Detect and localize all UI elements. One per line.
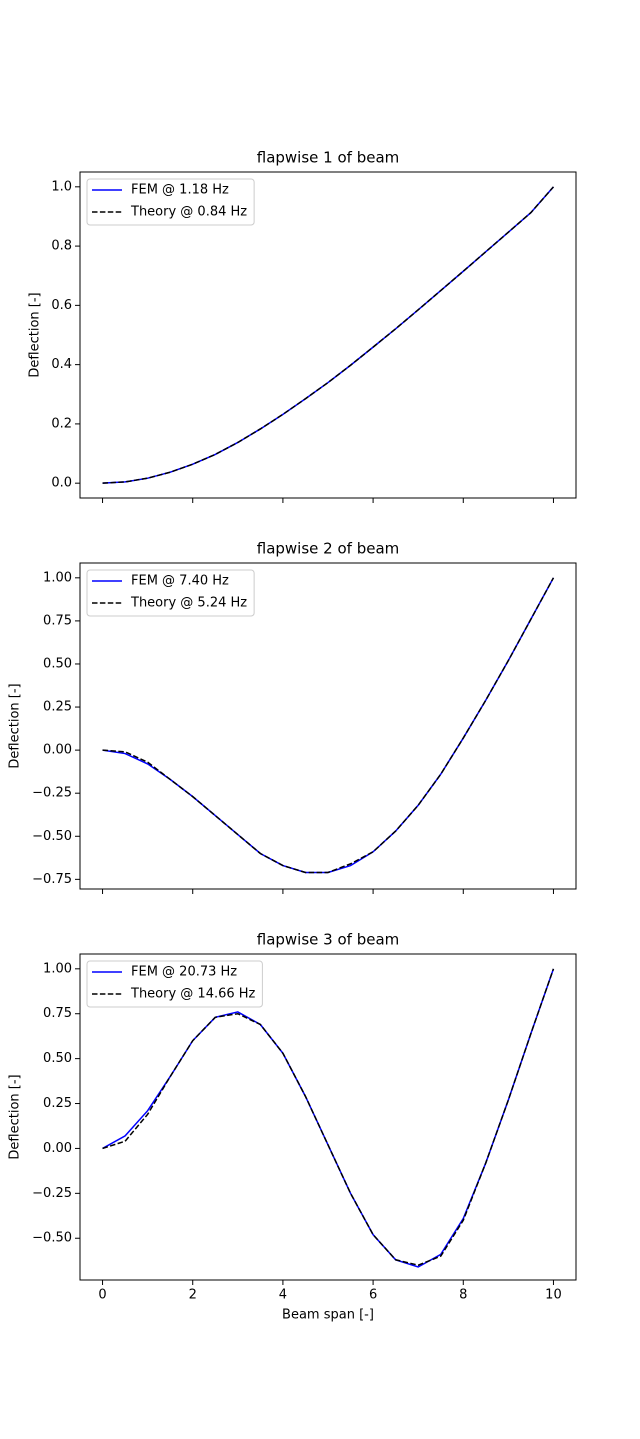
y-axis-label: Deflection [-] xyxy=(8,683,23,768)
series-line xyxy=(102,577,555,874)
y-tick-label: −0.75 xyxy=(32,872,72,887)
x-tick-label: 10 xyxy=(545,1288,562,1303)
legend-label: Theory @ 5.24 Hz xyxy=(130,596,247,611)
x-tick-label: 8 xyxy=(459,1288,467,1303)
x-tick-label: 6 xyxy=(369,1288,377,1303)
y-tick-label: −0.50 xyxy=(32,1231,72,1246)
x-axis-label: Beam span [-] xyxy=(282,1308,374,1323)
y-tick-label: 0.00 xyxy=(43,1141,72,1156)
legend-label: Theory @ 0.84 Hz xyxy=(130,205,247,220)
y-tick-label: −0.50 xyxy=(32,829,72,844)
legend-frame xyxy=(86,178,255,226)
legend-label: FEM @ 20.73 Hz xyxy=(131,965,237,980)
legend-label: FEM @ 1.18 Hz xyxy=(131,183,229,198)
plot-frame xyxy=(79,953,577,1281)
y-tick-label: 1.0 xyxy=(51,179,72,194)
x-tick-label: 2 xyxy=(189,1288,197,1303)
y-axis-label: Deflection [-] xyxy=(28,292,43,377)
y-tick-label: 0.2 xyxy=(51,416,72,431)
y-tick-label: 0.25 xyxy=(43,700,72,715)
plot-frame xyxy=(79,562,577,890)
series-line xyxy=(102,968,555,1266)
y-tick-label: 0.50 xyxy=(43,1051,72,1066)
y-tick-label: 0.0 xyxy=(51,476,72,491)
y-tick-label: 0.25 xyxy=(43,1096,72,1111)
legend-label: FEM @ 7.40 Hz xyxy=(131,574,229,589)
series-line xyxy=(102,186,555,484)
y-tick-label: 1.00 xyxy=(43,961,72,976)
series-line xyxy=(102,968,555,1268)
y-tick-label: 0.6 xyxy=(51,298,72,313)
legend: FEM @ 20.73 Hz Theory @ 14.66 Hz xyxy=(86,960,263,1008)
y-tick-label: 0.8 xyxy=(51,239,72,254)
legend: FEM @ 1.18 Hz Theory @ 0.84 Hz xyxy=(86,178,255,226)
y-tick-label: −0.25 xyxy=(32,1186,72,1201)
legend: FEM @ 7.40 Hz Theory @ 5.24 Hz xyxy=(86,569,255,617)
chart-title: flapwise 2 of beam xyxy=(257,540,400,558)
y-tick-label: 0.00 xyxy=(43,743,72,758)
x-tick-label: 0 xyxy=(98,1288,106,1303)
y-tick-label: 1.00 xyxy=(43,570,72,585)
chart-title: flapwise 1 of beam xyxy=(257,149,400,167)
plot-frame xyxy=(79,171,577,499)
chart-title: flapwise 3 of beam xyxy=(257,931,400,949)
series-line xyxy=(102,186,555,484)
legend-label: Theory @ 14.66 Hz xyxy=(130,987,256,1002)
legend-frame xyxy=(86,960,263,1008)
y-tick-label: −0.25 xyxy=(32,786,72,801)
y-tick-label: 0.75 xyxy=(43,1006,72,1021)
y-tick-label: 0.4 xyxy=(51,357,72,372)
x-tick-label: 4 xyxy=(279,1288,287,1303)
y-tick-label: 0.50 xyxy=(43,656,72,671)
series-line xyxy=(102,577,555,874)
y-axis-label: Deflection [-] xyxy=(8,1074,23,1159)
y-tick-label: 0.75 xyxy=(43,613,72,628)
legend-frame xyxy=(86,569,255,617)
